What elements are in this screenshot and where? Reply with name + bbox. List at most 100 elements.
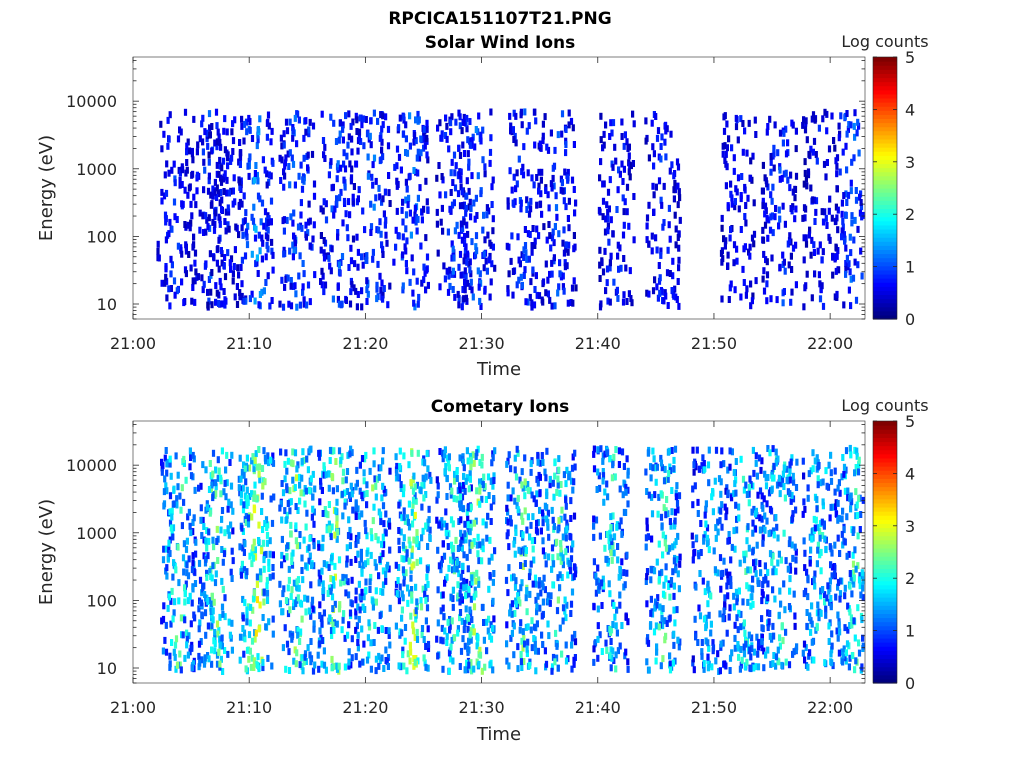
heatmap-cell bbox=[512, 573, 516, 581]
heatmap-cell bbox=[739, 115, 743, 123]
heatmap-cell bbox=[425, 604, 430, 612]
heatmap-cell bbox=[774, 514, 778, 521]
heatmap-cell bbox=[220, 577, 224, 585]
heatmap-cell bbox=[722, 660, 727, 668]
heatmap-cell bbox=[447, 649, 452, 657]
heatmap-cell bbox=[418, 184, 422, 192]
heatmap-cell bbox=[205, 527, 209, 534]
heatmap-cell bbox=[417, 116, 421, 124]
heatmap-cell bbox=[413, 303, 417, 311]
heatmap-cell bbox=[748, 646, 752, 654]
heatmap-cell bbox=[604, 121, 608, 129]
heatmap-cell bbox=[184, 169, 188, 177]
heatmap-cell bbox=[414, 583, 418, 591]
heatmap-cell bbox=[809, 251, 813, 259]
heatmap-cell bbox=[567, 197, 571, 205]
heatmap-cell bbox=[677, 188, 681, 196]
heatmap-cell bbox=[364, 527, 368, 535]
heatmap-cell bbox=[223, 170, 227, 178]
heatmap-cell bbox=[307, 200, 311, 208]
heatmap-cell bbox=[513, 583, 518, 591]
heatmap-cell bbox=[183, 266, 188, 274]
heatmap-cell bbox=[468, 546, 472, 554]
heatmap-cell bbox=[279, 177, 283, 184]
heatmap-cell bbox=[650, 493, 654, 501]
heatmap-cell bbox=[485, 211, 489, 219]
heatmap-cell bbox=[311, 235, 315, 243]
heatmap-cell bbox=[217, 467, 221, 475]
heatmap-cell bbox=[550, 506, 554, 514]
heatmap-cell bbox=[486, 231, 490, 239]
heatmap-cell bbox=[652, 628, 657, 636]
heatmap-cell bbox=[224, 466, 228, 474]
heatmap-cell bbox=[304, 658, 308, 665]
heatmap-cell bbox=[202, 229, 206, 236]
heatmap-cell bbox=[540, 452, 544, 459]
heatmap-cell bbox=[445, 267, 449, 275]
heatmap-cell bbox=[404, 247, 408, 255]
heatmap-cell bbox=[269, 197, 274, 205]
heatmap-cell bbox=[302, 296, 306, 304]
heatmap-cell bbox=[302, 489, 306, 497]
heatmap-cell bbox=[528, 661, 532, 669]
heatmap-cell bbox=[827, 622, 831, 630]
heatmap-cell bbox=[447, 667, 451, 675]
heatmap-cell bbox=[440, 173, 444, 180]
heatmap-cell bbox=[475, 569, 479, 577]
heatmap-cell bbox=[403, 637, 407, 645]
heatmap-cell bbox=[162, 602, 166, 610]
heatmap-cell bbox=[616, 556, 620, 564]
colorbar-segment bbox=[873, 224, 897, 230]
heatmap-cell bbox=[186, 572, 191, 580]
heatmap-cell bbox=[804, 234, 808, 242]
heatmap-cell bbox=[163, 636, 167, 644]
heatmap-cell bbox=[732, 241, 737, 249]
heatmap-cell bbox=[537, 187, 541, 195]
heatmap-cell bbox=[488, 293, 492, 301]
heatmap-cell bbox=[771, 445, 775, 453]
heatmap-cell bbox=[264, 623, 268, 631]
heatmap-cell bbox=[550, 302, 554, 310]
heatmap-cell bbox=[410, 449, 414, 457]
heatmap-cell bbox=[283, 624, 287, 632]
heatmap-cell bbox=[663, 534, 668, 542]
heatmap-cell bbox=[400, 606, 404, 614]
heatmap-cell bbox=[178, 181, 182, 189]
heatmap-cell bbox=[596, 578, 601, 586]
heatmap-cell bbox=[566, 168, 570, 176]
heatmap-cell bbox=[467, 163, 471, 171]
heatmap-cell bbox=[240, 200, 244, 208]
heatmap-cell bbox=[570, 464, 575, 472]
heatmap-cell bbox=[270, 247, 274, 255]
heatmap-cell bbox=[208, 131, 212, 139]
heatmap-cell bbox=[252, 494, 256, 502]
heatmap-cell bbox=[802, 116, 806, 124]
heatmap-cell bbox=[592, 603, 596, 611]
heatmap-cell bbox=[226, 650, 230, 658]
heatmap-cell bbox=[459, 647, 464, 655]
heatmap-cell bbox=[535, 603, 539, 611]
heatmap-cell bbox=[659, 143, 663, 150]
heatmap-cell bbox=[782, 129, 786, 137]
heatmap-cell bbox=[408, 172, 412, 180]
heatmap-cell bbox=[734, 458, 738, 465]
heatmap-cell bbox=[250, 549, 254, 557]
heatmap-cell bbox=[194, 550, 198, 558]
heatmap-cell bbox=[752, 559, 756, 567]
heatmap-cell bbox=[550, 270, 554, 278]
heatmap-cell bbox=[739, 610, 743, 618]
heatmap-cell bbox=[230, 547, 234, 555]
heatmap-cell bbox=[677, 256, 681, 264]
heatmap-cell bbox=[331, 487, 335, 495]
heatmap-cell bbox=[307, 126, 311, 134]
heatmap-cell bbox=[458, 493, 463, 501]
heatmap-cell bbox=[455, 495, 459, 503]
colorbar-segment bbox=[873, 171, 897, 177]
heatmap-cell bbox=[598, 582, 602, 590]
heatmap-cell bbox=[422, 205, 426, 213]
heatmap-cell bbox=[674, 493, 678, 501]
heatmap-cell bbox=[618, 591, 622, 599]
heatmap-cell bbox=[311, 505, 315, 513]
heatmap-cell bbox=[696, 498, 700, 506]
heatmap-cell bbox=[288, 487, 292, 495]
